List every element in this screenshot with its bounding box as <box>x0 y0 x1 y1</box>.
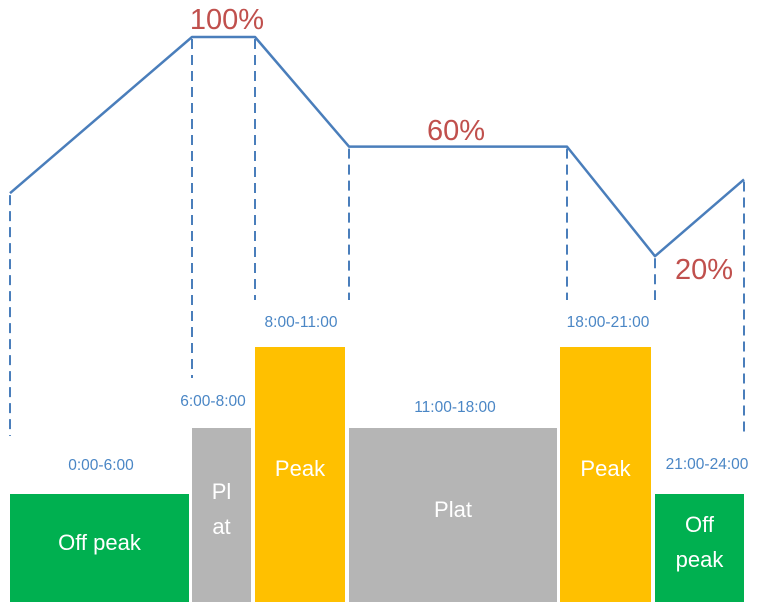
period-block-plat <box>349 428 557 602</box>
period-block-label: Pl <box>212 479 232 504</box>
time-label-18-21: 18:00-21:00 <box>567 314 650 331</box>
time-label-6-8: 6:00-8:00 <box>180 393 246 410</box>
period-block-peak <box>255 347 345 602</box>
period-block-label: Off <box>685 512 715 537</box>
load-label-100: 100% <box>190 4 264 36</box>
time-label-0-6: 0:00-6:00 <box>68 457 134 474</box>
load-label-60: 60% <box>427 115 485 147</box>
period-block-label: peak <box>676 547 725 572</box>
period-block-off-peak <box>655 494 744 602</box>
period-block-peak <box>560 347 651 602</box>
period-block-plat <box>192 428 251 602</box>
period-block-label: Peak <box>580 456 631 481</box>
period-block-label: at <box>212 514 230 539</box>
time-label-8-11: 8:00-11:00 <box>265 314 338 331</box>
period-block-label: Plat <box>434 497 472 522</box>
time-label-11-18: 11:00-18:00 <box>414 399 496 416</box>
load-curve-line <box>9 35 745 258</box>
guide-lines <box>9 39 745 436</box>
period-block-label: Peak <box>275 456 326 481</box>
period-block-off-peak <box>10 494 189 602</box>
load-percent-labels: 100% 60% 20% <box>190 4 733 286</box>
time-label-21-24: 21:00-24:00 <box>666 456 749 473</box>
load-label-20: 20% <box>675 254 733 286</box>
time-range-labels: 0:00-6:00 6:00-8:00 8:00-11:00 11:00-18:… <box>68 314 748 474</box>
period-block-label: Off peak <box>58 530 142 555</box>
